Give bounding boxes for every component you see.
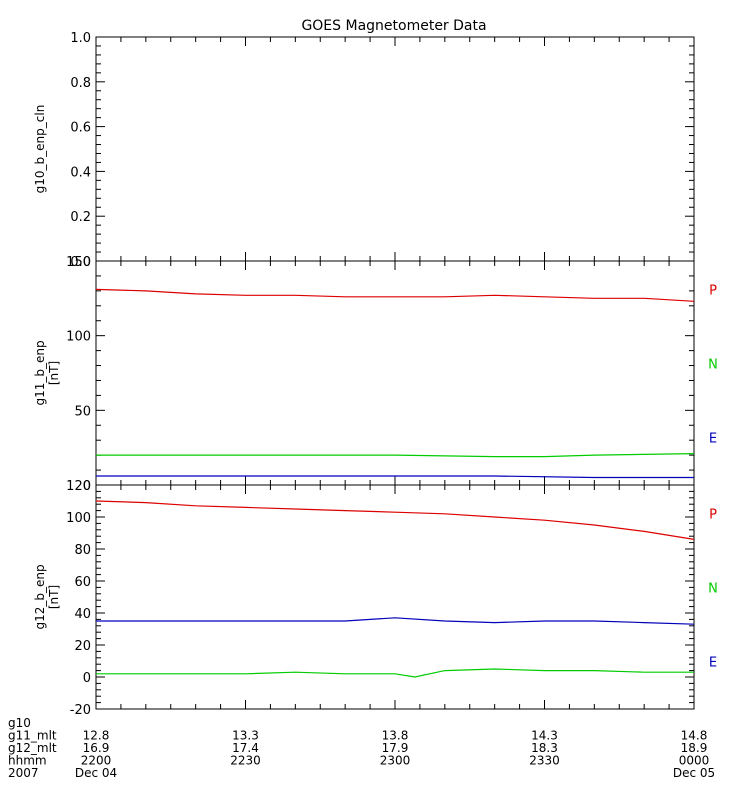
legend-p: P	[709, 508, 717, 523]
x-tick-label: Dec 04	[75, 766, 117, 780]
x-row-label: hhmm	[8, 754, 47, 768]
series-line-p	[95, 500, 695, 540]
series-line-e	[96, 617, 695, 625]
y-axis-unit: [nT]	[47, 361, 61, 385]
y-tick-label: 60	[74, 575, 91, 590]
y-tick-label: 1.0	[70, 31, 91, 46]
panel-frame	[95, 36, 695, 262]
legend-n: N	[708, 358, 718, 373]
y-axis-unit: [nT]	[47, 585, 61, 609]
panel-frame	[95, 260, 695, 486]
y-tick-label: 0	[83, 479, 91, 494]
x-tick-label: 16.9	[83, 741, 110, 755]
x-tick-label: 14.3	[531, 729, 558, 743]
y-tick-label: 0.0	[70, 255, 91, 270]
y-tick-label: 20	[74, 639, 91, 654]
x-row-label: 2007	[8, 766, 39, 780]
x-row-label: g10	[8, 716, 31, 730]
x-row-label: g12_mlt	[8, 741, 57, 755]
x-tick-label: 2200	[81, 754, 112, 768]
y-tick-label: 120	[66, 479, 91, 494]
x-tick-label: 14.8	[681, 729, 708, 743]
x-tick-label: 17.9	[382, 741, 409, 755]
x-tick-label: 17.4	[232, 741, 259, 755]
x-tick-label: 12.8	[83, 729, 110, 743]
x-tick-label: 2300	[380, 754, 411, 768]
series-line-n	[96, 453, 695, 458]
y-tick-label: 100	[66, 330, 91, 345]
legend-e: E	[709, 655, 717, 670]
x-tick-label: 18.3	[531, 741, 558, 755]
panels: 0.0 0.2 0.4 0.6 0.8 1.0 g10_b_enp_cln 0 50 100 150…	[33, 31, 718, 718]
panel-3: -20 0 20 40 60 80 100 120 g12_b_enp [nT] P N E	[33, 479, 718, 718]
y-tick-label: 150	[66, 255, 91, 270]
panel-2: 0 50 100 150 g11_b_enp [nT] P N E	[33, 255, 718, 494]
panel-frame	[95, 484, 695, 710]
series-line-p	[95, 288, 695, 302]
x-tick-label: Dec 05	[673, 766, 715, 780]
x-row-label: g11_mlt	[8, 729, 57, 743]
legend-e: E	[709, 431, 717, 446]
y-tick-label: 40	[74, 607, 91, 622]
y-axis-label: g12_b_enp	[33, 564, 47, 629]
legend-p: P	[709, 284, 717, 299]
y-tick-label: 80	[74, 543, 91, 558]
series-line-n	[96, 668, 694, 678]
chart-title: GOES Magnetometer Data	[301, 18, 486, 34]
series-line-e	[96, 475, 694, 479]
y-tick-label: 50	[74, 404, 91, 419]
panel-1: 0.0 0.2 0.4 0.6 0.8 1.0 g10_b_enp_cln	[33, 31, 695, 270]
x-tick-label: 13.8	[382, 729, 409, 743]
y-axis-label: g11_b_enp	[33, 340, 47, 405]
x-tick-label: 2230	[230, 754, 261, 768]
y-tick-label: -20	[70, 703, 91, 718]
x-tick-label: 13.3	[232, 729, 259, 743]
x-tick-label: 2330	[529, 754, 560, 768]
y-tick-label: 0.6	[70, 121, 91, 136]
y-axis-label: g10_b_enp_cln	[33, 105, 47, 194]
y-tick-label: 0.8	[70, 76, 91, 91]
legend-n: N	[708, 582, 718, 597]
y-tick-label: 0.2	[70, 210, 91, 225]
y-tick-label: 0	[83, 671, 91, 686]
x-tick-label: 18.9	[681, 741, 708, 755]
y-tick-label: 0.4	[70, 165, 91, 180]
x-tick-label: 0000	[679, 754, 710, 768]
y-tick-label: 100	[66, 511, 91, 526]
